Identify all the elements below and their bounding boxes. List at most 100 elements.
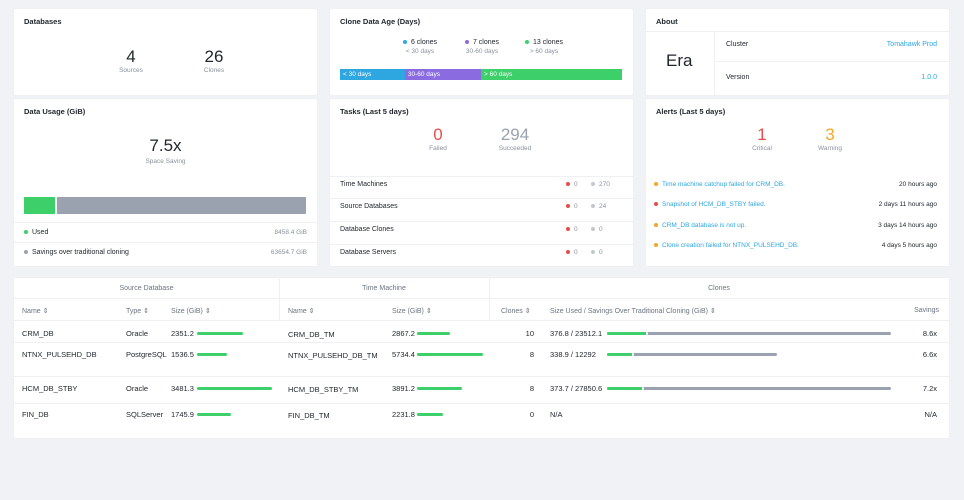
task-row-succeeded[interactable]: 270 bbox=[591, 181, 610, 188]
size-used-savings: N/A bbox=[550, 410, 563, 419]
col-header-tm-name[interactable]: Name ⇕ bbox=[288, 308, 315, 315]
succeeded-count[interactable]: 294 bbox=[500, 125, 530, 144]
failed-dot-icon bbox=[566, 204, 570, 209]
alert-time: 20 hours ago bbox=[899, 181, 937, 188]
task-succeeded-value: 0 bbox=[599, 226, 603, 233]
alert-time: 3 days 14 hours ago bbox=[878, 222, 937, 229]
col-header-name[interactable]: Name ⇕ bbox=[22, 308, 49, 315]
alert-link[interactable]: Clone creation failed for NTNX_PULSEHD_D… bbox=[662, 242, 799, 249]
alert-item[interactable]: CRM_DB database is not up. bbox=[654, 222, 746, 229]
divider bbox=[330, 221, 633, 222]
age-dot-icon bbox=[402, 40, 407, 45]
succeeded-dot-icon bbox=[591, 182, 595, 187]
task-row-name[interactable]: Database Clones bbox=[340, 226, 394, 233]
savings-value: 63654.7 GiB bbox=[270, 249, 307, 256]
time-machine-name[interactable]: HCM_DB_STBY_TM bbox=[288, 385, 359, 394]
database-table-card: Source Database Time Machine Clones Name… bbox=[14, 278, 949, 438]
source-db-size: 2351.2 bbox=[171, 329, 194, 338]
clone-age-title: Clone Data Age (Days) bbox=[340, 17, 421, 26]
clones-count[interactable]: 26 bbox=[204, 47, 224, 66]
alert-link[interactable]: Snapshot of HCM_DB_STBY failed. bbox=[662, 201, 766, 208]
failed-dot-icon bbox=[566, 182, 570, 187]
group-clones: Clones bbox=[708, 285, 730, 292]
task-row-name[interactable]: Source Databases bbox=[340, 203, 398, 210]
alert-item[interactable]: Snapshot of HCM_DB_STBY failed. bbox=[654, 201, 766, 208]
clone-count: 10 bbox=[525, 329, 534, 338]
task-row-failed[interactable]: 0 bbox=[566, 226, 578, 233]
age-bar-segment-under-30[interactable]: < 30 days bbox=[340, 69, 405, 80]
clone-data-age-card: Clone Data Age (Days) 6 clones < 30 days… bbox=[330, 9, 633, 95]
about-title: About bbox=[656, 17, 678, 26]
cluster-link[interactable]: Tomahawk Prod bbox=[886, 41, 937, 48]
failed-count[interactable]: 0 bbox=[433, 125, 443, 144]
tasks-title: Tasks (Last 5 days) bbox=[340, 107, 409, 116]
savings-ratio: 6.6x bbox=[922, 350, 937, 359]
savings-legend: Savings over traditional cloning bbox=[24, 249, 129, 256]
succeeded-dot-icon bbox=[591, 227, 595, 232]
alert-severity-dot-icon bbox=[654, 202, 658, 207]
time-machine-name[interactable]: NTNX_PULSEHD_DB_TM bbox=[288, 351, 378, 360]
col-header-tm-size[interactable]: Size (GiB) ⇕ bbox=[392, 308, 432, 315]
used-value: 8458.4 GiB bbox=[274, 229, 307, 236]
source-db-name[interactable]: FIN_DB bbox=[22, 410, 49, 419]
alert-item[interactable]: Clone creation failed for NTNX_PULSEHD_D… bbox=[654, 242, 799, 249]
col-header-size[interactable]: Size (GiB) ⇕ bbox=[171, 308, 211, 315]
age-count: 6 clones bbox=[410, 39, 438, 46]
divider bbox=[330, 244, 633, 245]
time-machine-name[interactable]: CRM_DB_TM bbox=[288, 330, 335, 339]
age-range: > 60 days bbox=[529, 48, 559, 55]
age-bar-segment-30-60[interactable]: 30-60 days bbox=[404, 69, 481, 80]
task-row-succeeded[interactable]: 24 bbox=[591, 203, 606, 210]
alert-time: 4 days 5 hours ago bbox=[881, 242, 937, 249]
task-failed-value: 0 bbox=[574, 203, 578, 210]
clones-label: Clones bbox=[203, 67, 225, 74]
savings-label: Savings over traditional cloning bbox=[32, 249, 129, 256]
divider bbox=[489, 278, 490, 320]
col-header-savings[interactable]: Savings bbox=[914, 307, 939, 314]
age-bar-segment-over-60[interactable]: > 60 days bbox=[480, 69, 622, 80]
usage-bar[interactable] bbox=[24, 197, 306, 214]
age-distribution-bar[interactable]: < 30 days 30-60 days > 60 days bbox=[340, 69, 622, 80]
task-row-succeeded[interactable]: 0 bbox=[591, 249, 603, 256]
time-machine-name[interactable]: FIN_DB_TM bbox=[288, 411, 330, 420]
source-db-name[interactable]: HCM_DB_STBY bbox=[22, 384, 78, 393]
alerts-title: Alerts (Last 5 days) bbox=[656, 107, 726, 116]
critical-count[interactable]: 1 bbox=[757, 125, 767, 144]
col-header-clones[interactable]: Clones ⇕ bbox=[501, 308, 531, 315]
failed-dot-icon bbox=[566, 250, 570, 255]
source-size-bar bbox=[197, 387, 272, 390]
alert-link[interactable]: CRM_DB database is not up. bbox=[662, 222, 747, 229]
col-header-type[interactable]: Type ⇕ bbox=[126, 308, 149, 315]
col-header-size-used[interactable]: Size Used / Savings Over Traditional Clo… bbox=[550, 308, 716, 315]
age-range: < 30 days bbox=[405, 48, 435, 55]
alert-severity-dot-icon bbox=[654, 223, 658, 228]
alert-link[interactable]: Time machine catchup failed for CRM_DB. bbox=[662, 181, 785, 188]
cluster-label: Cluster bbox=[726, 41, 749, 48]
divider bbox=[646, 31, 949, 32]
clone-count: 8 bbox=[529, 350, 534, 359]
data-usage-card: Data Usage (GiB) 7.5x Space Saving Used … bbox=[14, 99, 317, 266]
task-row-succeeded[interactable]: 0 bbox=[591, 226, 603, 233]
divider bbox=[279, 278, 280, 320]
task-row-name[interactable]: Database Servers bbox=[340, 249, 397, 256]
source-db-name[interactable]: CRM_DB bbox=[22, 329, 54, 338]
task-row-failed[interactable]: 0 bbox=[566, 249, 578, 256]
source-db-type: PostgreSQL bbox=[126, 350, 167, 359]
sources-count[interactable]: 4 bbox=[126, 47, 136, 66]
age-legend-item: 7 clones 30-60 days bbox=[454, 39, 510, 55]
size-used-savings: 338.9 / 12292 bbox=[550, 350, 596, 359]
used-legend: Used bbox=[24, 229, 48, 236]
task-row-name[interactable]: Time Machines bbox=[340, 181, 388, 188]
tm-size-bar bbox=[417, 353, 483, 356]
divider bbox=[14, 222, 317, 223]
databases-title: Databases bbox=[24, 17, 62, 26]
usage-bar-used[interactable] bbox=[24, 197, 57, 214]
task-row-failed[interactable]: 0 bbox=[566, 203, 578, 210]
used-label: Used bbox=[32, 229, 49, 236]
warning-count[interactable]: 3 bbox=[825, 125, 835, 144]
task-row-failed[interactable]: 0 bbox=[566, 181, 578, 188]
clone-savings-bar bbox=[607, 353, 777, 356]
task-succeeded-value: 24 bbox=[599, 203, 607, 210]
alert-item[interactable]: Time machine catchup failed for CRM_DB. bbox=[654, 181, 785, 188]
source-db-name[interactable]: NTNX_PULSEHD_DB bbox=[22, 350, 97, 359]
